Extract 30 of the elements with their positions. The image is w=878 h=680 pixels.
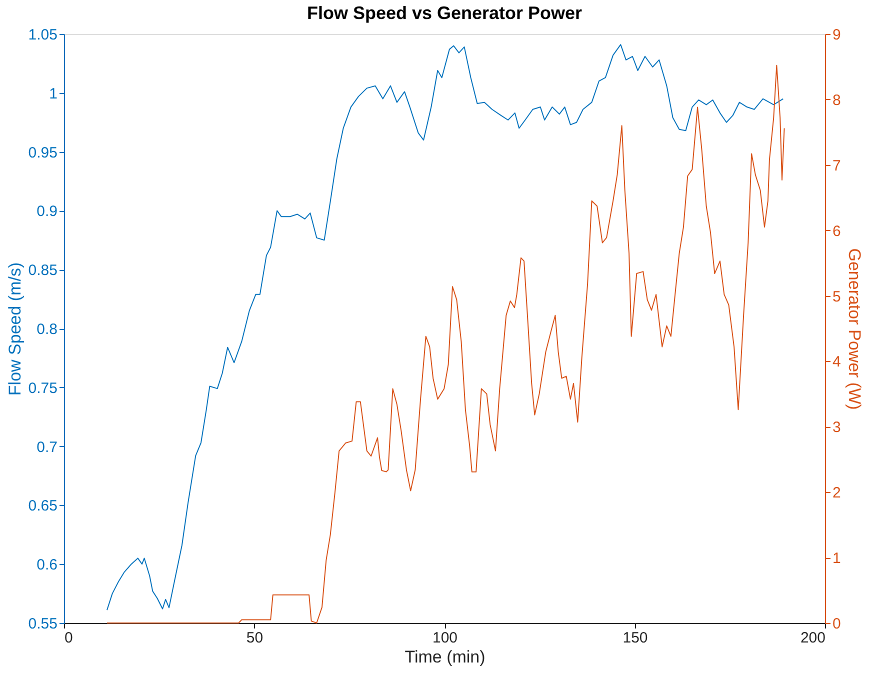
y2-tick-label: 9 [832, 26, 841, 44]
y-tick-label: 1 [49, 85, 58, 102]
x-axis-title: Time (min) [404, 648, 486, 666]
y-tick-label: 0.85 [28, 262, 58, 280]
y-tick-label: 0.95 [28, 144, 58, 162]
x-tick-label: 200 [800, 630, 826, 646]
y-tick-label: 0.9 [36, 203, 58, 220]
y2-tick-label: 1 [832, 550, 841, 568]
y-tick-label: 0.65 [28, 498, 58, 515]
y-tick-label: 1.05 [28, 26, 58, 44]
y2-tick-label: 5 [832, 288, 841, 306]
y2-tick-label: 7 [832, 157, 841, 174]
y2-tick-label: 2 [832, 484, 841, 502]
y-tick-label: 0.7 [36, 438, 58, 456]
x-tick-label: 150 [622, 630, 648, 646]
x-tick-label: 50 [246, 630, 264, 646]
y-tick-label: 0.75 [28, 380, 58, 397]
y2-tick-label: 3 [832, 419, 841, 436]
y-tick-label: 0.6 [36, 556, 58, 574]
y2-axis-title: Generator Power (W) [844, 248, 864, 410]
y2-tick-label: 8 [832, 92, 841, 109]
chart-title: Flow Speed vs Generator Power [306, 3, 582, 23]
x-tick-label: 100 [432, 630, 458, 646]
y2-tick-label: 0 [832, 616, 841, 632]
y2-tick-label: 4 [832, 354, 841, 371]
y2-tick-label: 6 [832, 222, 841, 240]
y-axis-title: Flow Speed (m/s) [5, 262, 24, 396]
y-tick-label: 0.55 [28, 616, 58, 632]
y-tick-label: 0.8 [36, 321, 58, 338]
x-tick-label: 0 [64, 630, 73, 646]
